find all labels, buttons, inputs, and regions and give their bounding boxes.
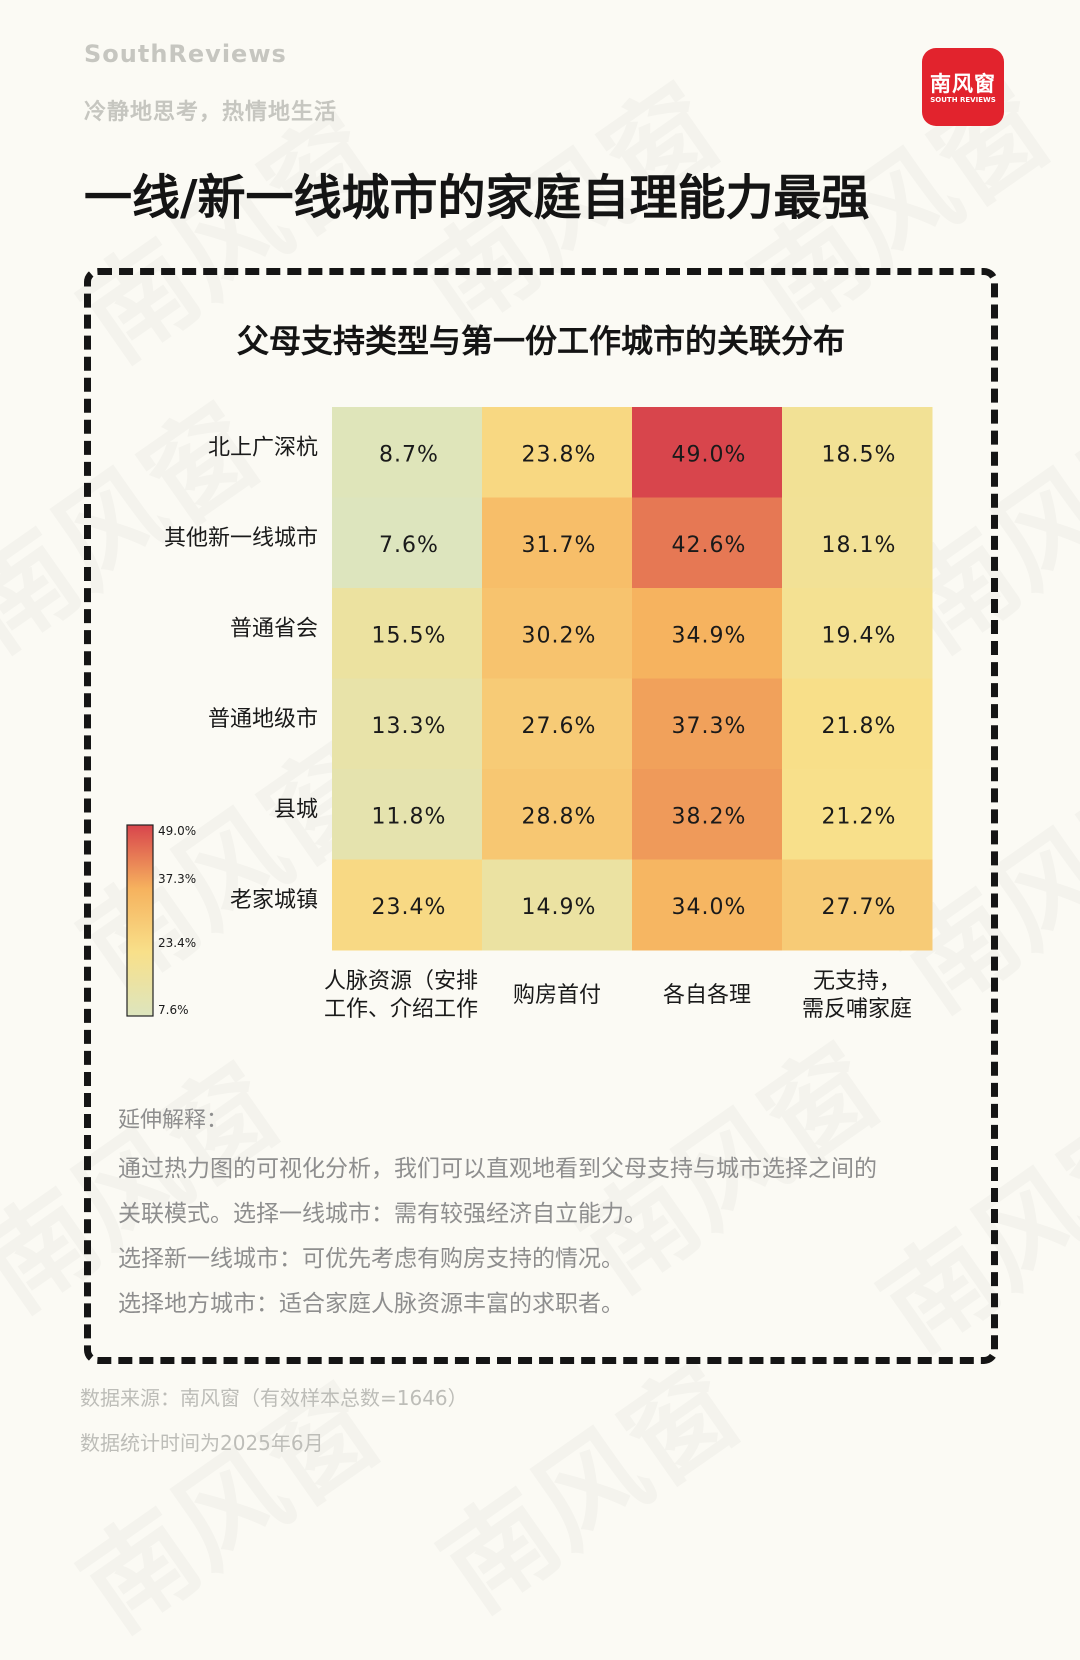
- cell-value-label: 21.2%: [822, 804, 897, 829]
- notes-line: 关联模式。选择一线城市：需有较强经济自立能力。: [118, 1201, 647, 1227]
- heatmap-cell: [782, 769, 933, 860]
- column-label: 工作、介绍工作: [324, 997, 478, 1022]
- cell-value-label: 34.0%: [672, 895, 747, 920]
- row-label: 北上广深杭: [208, 435, 318, 460]
- cell-value-label: 28.8%: [522, 804, 597, 829]
- colorbar-tick-label: 49.0%: [158, 824, 196, 838]
- cell-value-label: 21.8%: [822, 714, 897, 739]
- cell-value-label: 38.2%: [672, 804, 747, 829]
- colorbar: [126, 824, 154, 1017]
- heatmap-cell: [782, 678, 933, 770]
- heatmap-cell: [782, 497, 933, 589]
- logo-text: 南风窗: [930, 72, 996, 96]
- column-label: 人脉资源（安排: [324, 969, 478, 994]
- row-label: 普通省会: [230, 616, 318, 641]
- notes-line: 选择地方城市：适合家庭人脉资源丰富的求职者。: [118, 1291, 624, 1317]
- heatmap-cell: [482, 407, 633, 498]
- heatmap-cell: [482, 678, 633, 770]
- cell-value-label: 7.6%: [379, 533, 439, 558]
- cell-value-label: 42.6%: [672, 533, 747, 558]
- heatmap-cell: [632, 769, 783, 860]
- heatmap-chart: 8.7% 23.8% 49.0% 18.5% 7.6% 31.7% 42.6% 18.1% 15…: [126, 407, 933, 1022]
- heatmap-cell: [782, 588, 933, 679]
- column-label: 需反哺家庭: [802, 997, 912, 1022]
- data-date: 数据统计时间为2025年6月: [80, 1431, 324, 1455]
- heatmap-cell: [482, 588, 633, 679]
- row-label: 其他新一线城市: [164, 526, 318, 551]
- notes-heading: 延伸解释：: [118, 1108, 229, 1133]
- heatmap-cell: [782, 407, 933, 498]
- column-label: 购房首付: [513, 983, 601, 1008]
- heatmap-cell: [332, 588, 483, 679]
- brand-logo: 南风窗 SOUTH REVIEWS: [922, 48, 1004, 126]
- row-label: 普通地级市: [208, 707, 318, 732]
- heatmap-cell: [632, 497, 783, 589]
- brand-slogan: 冷静地思考，热情地生活: [84, 100, 338, 125]
- cell-value-label: 23.4%: [372, 895, 447, 920]
- heatmap-cell: [332, 769, 483, 860]
- heatmap-cell: [482, 769, 633, 860]
- chart-frame: [84, 268, 998, 1364]
- data-source: 数据来源：南风窗（有效样本总数=1646）: [80, 1386, 468, 1410]
- cell-value-label: 30.2%: [522, 623, 597, 648]
- notes-line: 通过热力图的可视化分析，我们可以直观地看到父母支持与城市选择之间的: [118, 1156, 877, 1182]
- heatmap-cell: [782, 859, 933, 951]
- row-label: 县城: [274, 797, 318, 822]
- cell-value-label: 13.3%: [372, 714, 447, 739]
- chart-title: 父母支持类型与第一份工作城市的关联分布: [236, 322, 845, 360]
- logo-subtext: SOUTH REVIEWS: [930, 96, 996, 104]
- brand-name: SouthReviews: [84, 40, 287, 68]
- page-title: 一线/新一线城市的家庭自理能力最强: [84, 170, 870, 226]
- heatmap-cell: [332, 497, 483, 589]
- column-label: 各自各理: [663, 983, 751, 1008]
- cell-value-label: 34.9%: [672, 623, 747, 648]
- heatmap-cell: [482, 497, 633, 589]
- cell-value-label: 27.6%: [522, 714, 597, 739]
- row-label: 老家城镇: [230, 888, 318, 913]
- heatmap-cell: [632, 678, 783, 770]
- cell-value-label: 31.7%: [522, 533, 597, 558]
- cell-value-label: 27.7%: [822, 895, 897, 920]
- heatmap-cell: [332, 407, 483, 498]
- cell-value-label: 49.0%: [672, 442, 747, 467]
- cell-value-label: 8.7%: [379, 442, 439, 467]
- cell-value-label: 15.5%: [372, 623, 447, 648]
- cell-value-label: 11.8%: [372, 804, 447, 829]
- cell-value-label: 19.4%: [822, 623, 897, 648]
- cell-value-label: 37.3%: [672, 714, 747, 739]
- notes-line: 选择新一线城市：可优先考虑有购房支持的情况。: [118, 1246, 624, 1272]
- heatmap-cell: [632, 859, 783, 951]
- heatmap-cell: [332, 678, 483, 770]
- colorbar-tick-label: 37.3%: [158, 872, 196, 886]
- heatmap-cell: [632, 588, 783, 679]
- column-label: 无支持，: [813, 969, 901, 994]
- heatmap-cell: [632, 407, 783, 498]
- cell-value-label: 14.9%: [522, 895, 597, 920]
- heatmap-cell: [332, 859, 483, 951]
- heatmap-cell: [482, 859, 633, 951]
- colorbar-tick-label: 23.4%: [158, 936, 196, 950]
- colorbar-tick-label: 7.6%: [158, 1003, 189, 1017]
- cell-value-label: 23.8%: [522, 442, 597, 467]
- cell-value-label: 18.5%: [822, 442, 897, 467]
- cell-value-label: 18.1%: [822, 533, 897, 558]
